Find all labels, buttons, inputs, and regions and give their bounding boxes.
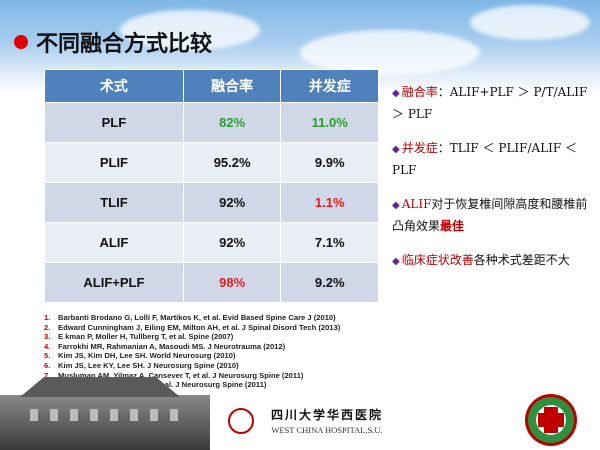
header-complication: 并发症	[280, 69, 379, 103]
cell-fusion-rate: 92%	[182, 182, 282, 223]
list-item: 1. Barbanti Brodano G, Lolli F, Martikos …	[44, 313, 336, 322]
cell-method: PLF	[44, 102, 184, 143]
cell-method: ALIF	[44, 222, 184, 263]
note-text: ：ALIF+PLF ＞ P/T/ALIF ＞ PLF	[392, 85, 588, 121]
note-text: 各种术式差距不大	[473, 253, 570, 267]
list-item: 2. Edward Cunningham J, Eiling EM, Milton…	[44, 322, 341, 332]
hospital-building-image	[0, 395, 210, 450]
note-fusion-rate: ◆ 融合率：ALIF+PLF ＞ P/T/ALIF ＞ PLF	[392, 82, 592, 124]
slide-title: 不同融合方式比较	[14, 26, 212, 58]
hospital-logo: 四川大学华西医院 WEST CHINA HOSPITAL,S.U.	[262, 406, 392, 435]
diamond-bullet-icon: ◆	[392, 88, 400, 99]
table-row: ALIF+PLF 98% 9.2%	[44, 262, 379, 303]
table-header-row: 术式 融合率 并发症	[44, 69, 379, 103]
list-item: 3. E kman P, Moller H, Tullberg T, et al.…	[44, 332, 234, 342]
cell-complication: 9.2%	[280, 262, 379, 303]
title-text: 不同融合方式比较	[36, 32, 213, 57]
hospital-emblem-icon	[228, 408, 254, 434]
cell-complication: 11.0%	[280, 102, 379, 143]
list-item: 4. Farrokhi MR, Rahmanian A, Masoudi MS. …	[44, 341, 286, 351]
note-highlight: 最佳	[440, 219, 465, 233]
cell-fusion-rate: 98%	[182, 262, 282, 303]
note-complication: ◆ 并发症：TLIF ＜ PLIF/ALIF ＜ PLF	[392, 138, 592, 180]
note-key: ALIF	[401, 197, 432, 211]
note-clinical: ◆ 临床症状改善各种术式差距不大	[392, 250, 592, 272]
medical-cross-badge-icon	[525, 394, 577, 446]
notes-panel: ◆ 融合率：ALIF+PLF ＞ P/T/ALIF ＞ PLF ◆ 并发症：TLIF…	[392, 82, 592, 286]
cell-method: ALIF+PLF	[44, 262, 184, 303]
hospital-name-cn: 四川大学华西医院	[270, 408, 383, 422]
list-item: 6. Kim JS, Lee KY, Lee SH. J Neurosurg Sp…	[44, 360, 239, 370]
cell-complication: 7.1%	[280, 222, 379, 263]
header-fusion-rate: 融合率	[182, 69, 282, 103]
table-row: PLF 82% 11.0%	[44, 102, 379, 143]
cell-method: PLIF	[44, 142, 184, 183]
list-item: 5. Kim JS, Kim DH, Lee SH. World Neurosur…	[44, 351, 236, 361]
diamond-bullet-icon: ◆	[392, 200, 400, 211]
cell-fusion-rate: 95.2%	[182, 142, 282, 183]
note-alif: ◆ ALIF对于恢复椎间隙高度和腰椎前凸角效果最佳	[392, 194, 592, 236]
header-method: 术式	[44, 69, 184, 103]
note-key: 融合率	[401, 85, 438, 99]
list-item: 7. Musluman AM, Yilmaz A, Cansever T, et …	[44, 370, 304, 380]
cell-fusion-rate: 82%	[182, 102, 282, 143]
table-row: TLIF 92% 1.1%	[44, 182, 379, 223]
note-text: ：TLIF ＜ PLIF/ALIF ＜ PLF	[392, 141, 578, 177]
note-text: 对于恢复椎间隙高度和腰椎前凸角效果	[392, 197, 588, 233]
table-row: PLIF 95.2% 9.9%	[44, 142, 379, 183]
hospital-name-en: WEST CHINA HOSPITAL,S.U.	[271, 425, 383, 435]
comparison-table: 术式 融合率 并发症 PLF 82% 11.0% PLIF 95.2% 9.9%…	[44, 69, 379, 303]
cell-complication: 1.1%	[280, 182, 379, 223]
cell-fusion-rate: 92%	[182, 222, 282, 263]
cell-complication: 9.9%	[280, 142, 379, 183]
bullet-dot-icon	[14, 35, 28, 49]
note-key: 并发症	[401, 141, 438, 155]
table-row: ALIF 92% 7.1%	[44, 222, 379, 263]
cell-method: TLIF	[44, 182, 184, 223]
note-key: 临床症状改善	[401, 253, 474, 267]
diamond-bullet-icon: ◆	[392, 144, 400, 155]
diamond-bullet-icon: ◆	[392, 256, 400, 267]
